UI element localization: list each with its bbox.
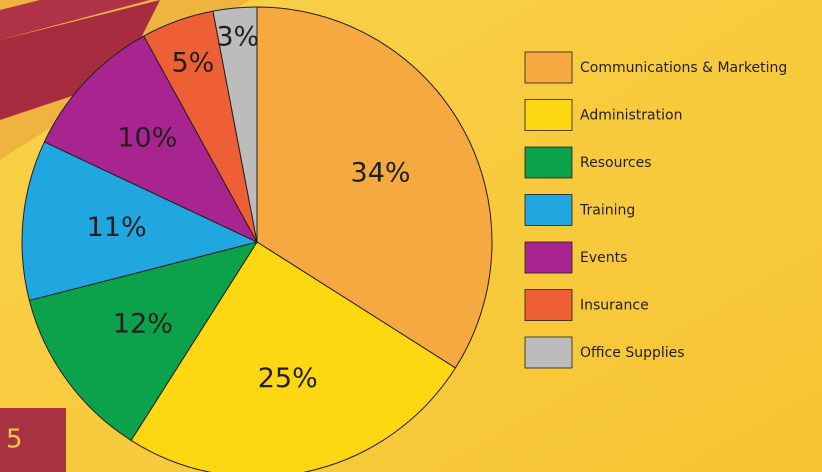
pie-slice <box>21 141 259 302</box>
legend-swatch <box>524 336 573 369</box>
legend-swatch <box>524 289 573 321</box>
slice-label: 34% <box>351 158 411 189</box>
slice-label: 25% <box>258 363 318 394</box>
pie-slice <box>28 241 259 442</box>
footer-box <box>0 408 66 472</box>
slice-label: 5% <box>171 48 214 79</box>
slice-label: 10% <box>117 123 177 154</box>
legend-swatch <box>524 99 573 131</box>
pie-slice <box>256 6 493 369</box>
legend-label: Training <box>579 203 635 219</box>
legend-label: Administration <box>580 108 682 124</box>
slice-label: 11% <box>87 212 147 243</box>
legend: Communications & Marketing Administration… <box>524 51 787 369</box>
slice-label: 12% <box>113 308 173 339</box>
decor <box>0 0 160 120</box>
legend-swatch <box>524 146 573 179</box>
pie: 34% 25% 12% 11% 10% 5%3% <box>21 6 493 472</box>
legend-label: Resources <box>580 155 652 171</box>
decor <box>0 0 150 40</box>
legend-swatch <box>524 241 573 274</box>
legend-label: Events <box>580 250 627 266</box>
pie-slice <box>212 6 258 243</box>
legend-label: Insurance <box>580 298 649 314</box>
footer-label: 5 <box>6 425 23 455</box>
pie-slice <box>130 241 457 472</box>
slice-label: 3% <box>216 22 259 53</box>
legend-swatch <box>524 194 573 226</box>
legend-label: Office Supplies <box>580 345 685 361</box>
pie-slice <box>43 35 259 244</box>
legend-swatch <box>524 51 573 84</box>
legend-label: Communications & Marketing <box>580 60 787 76</box>
